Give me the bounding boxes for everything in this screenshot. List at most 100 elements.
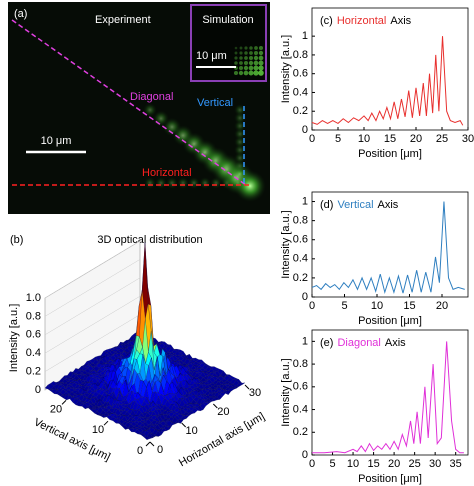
- light-spot: [143, 103, 157, 117]
- inset-spot: [238, 65, 244, 71]
- z-grid-line: [44, 259, 141, 317]
- light-spot: [144, 177, 156, 189]
- y-axis-label: Intensity [a.u.]: [280, 358, 292, 426]
- y-tick-label: 0.2: [293, 272, 308, 284]
- panel-label: (b): [10, 234, 23, 246]
- inset-spot: [239, 56, 243, 60]
- y-tick-label: 0.4: [293, 253, 308, 265]
- light-spot: [155, 177, 167, 189]
- y-tick-label: 1: [302, 30, 308, 42]
- title-highlight: Horizontal: [337, 15, 387, 27]
- y-tick-label: 0: [302, 449, 308, 461]
- inset-spot: [258, 60, 264, 66]
- x-tick: [244, 384, 250, 390]
- panel-label: (c): [320, 15, 333, 27]
- inset-spot: [243, 70, 249, 76]
- inset-spot: [234, 61, 238, 65]
- z-tick-label: 0.4: [26, 347, 41, 359]
- y-tick-label: 0.4: [293, 86, 308, 98]
- inset-spot: [249, 51, 253, 55]
- data-line: [311, 36, 464, 126]
- x-tick-label: 5: [335, 133, 341, 145]
- light-spot: [166, 177, 178, 189]
- inset-spot: [253, 70, 259, 76]
- z-grid-line: [44, 277, 141, 336]
- panel-label: (e): [320, 337, 333, 349]
- inset-spot: [253, 50, 259, 56]
- inset-spot: [253, 60, 259, 66]
- title-rest: Axis: [390, 15, 411, 27]
- z-grid-line: [44, 295, 141, 354]
- y-tick-label: 0.8: [293, 358, 308, 370]
- x-axis-label: Position [μm]: [358, 315, 422, 327]
- light-spot: [177, 177, 189, 189]
- x-tick-label: 0: [309, 300, 315, 312]
- x-tick-label: 10: [371, 300, 383, 312]
- inset-spot: [244, 51, 248, 55]
- simulation-inset: [190, 4, 267, 82]
- inset-spot: [239, 51, 243, 55]
- light-spot: [234, 170, 266, 202]
- y-tick-label: 0.8: [293, 49, 308, 61]
- inset-spot: [239, 46, 243, 50]
- y-tick-label: 0.2: [293, 426, 308, 438]
- y-axis-label: Intensity [a.u.]: [280, 210, 292, 278]
- x-tick-label: 20: [217, 406, 229, 418]
- x-tick-label: 30: [429, 458, 441, 470]
- y-tick-label: 1: [302, 335, 308, 347]
- y-tick: [61, 400, 67, 405]
- inset-spot: [244, 56, 248, 60]
- inset-spot: [243, 60, 249, 66]
- panel-label: (a): [14, 8, 27, 20]
- inset-spot: [258, 45, 264, 51]
- x-tick-label: 15: [367, 458, 379, 470]
- x-tick-label: 5: [341, 300, 347, 312]
- z-tick-label: 0: [35, 384, 41, 396]
- diagonal-label: Diagonal: [130, 91, 173, 103]
- z-tick-label: 0.6: [26, 329, 41, 341]
- inset-spot: [234, 56, 238, 60]
- x-tick: [149, 441, 155, 447]
- x-tick-label: 20: [410, 133, 422, 145]
- title-highlight: Vertical: [337, 199, 373, 211]
- x-axis-label: Position [μm]: [358, 473, 422, 485]
- x-tick-label: 0: [309, 458, 315, 470]
- x-axis-label: Horizontal axis [μm]: [177, 411, 267, 470]
- z-tick-label: 0.8: [26, 310, 41, 322]
- data-line: [312, 341, 464, 454]
- y-tick-label: 0: [302, 291, 308, 303]
- x-tick-label: 35: [450, 458, 462, 470]
- inset-spot: [243, 65, 249, 71]
- inset-spot: [239, 61, 243, 65]
- inset-spot: [248, 70, 254, 76]
- z-grid-line: [44, 240, 141, 299]
- horizontal-label: Horizontal: [142, 167, 192, 179]
- inset-spot: [253, 65, 259, 71]
- title-highlight: Diagonal: [337, 337, 380, 349]
- x-tick-label: 25: [436, 133, 448, 145]
- y-tick-label: 1: [302, 195, 308, 207]
- z-axis-label: Intensity [a.u.]: [8, 304, 20, 372]
- z-tick-label: 1.0: [26, 292, 41, 304]
- inset-spot: [258, 50, 264, 56]
- inset-spot: [258, 55, 264, 61]
- x-tick-label: 10: [347, 458, 359, 470]
- x-tick-label: 30: [249, 387, 261, 399]
- surface-patch: [146, 437, 153, 440]
- y-tick-label: 0.2: [293, 105, 308, 117]
- z-grid-line: [44, 314, 141, 372]
- inset-spot: [234, 51, 238, 55]
- inset-spot: [254, 46, 258, 50]
- x-tick-label: 30: [462, 133, 474, 145]
- y-tick-label: 0.8: [293, 215, 308, 227]
- x-tick-label: 0: [157, 444, 163, 456]
- y-tick-label: 0.6: [293, 234, 308, 246]
- chart-title: 3D optical distribution: [97, 234, 202, 246]
- y-tick-label: 0: [302, 124, 308, 136]
- inset-spot: [233, 70, 239, 76]
- inset-spot: [258, 65, 264, 71]
- x-tick: [181, 422, 187, 428]
- x-tick: [212, 403, 218, 409]
- scale-label: 10 μm: [41, 135, 72, 147]
